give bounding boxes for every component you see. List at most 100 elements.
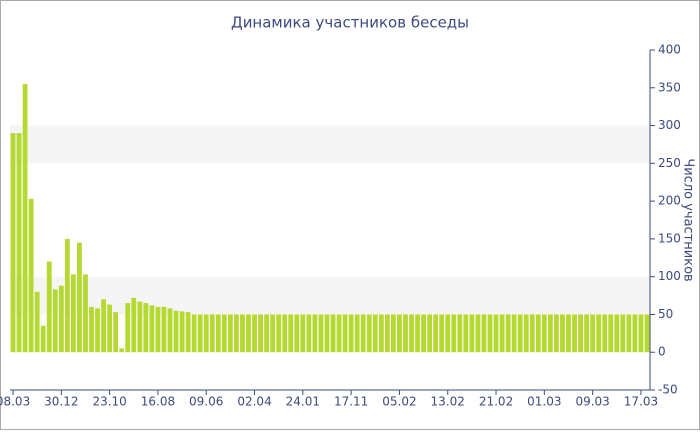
bar <box>566 314 571 353</box>
bar <box>270 314 276 353</box>
bar <box>638 314 644 353</box>
bar <box>209 314 215 353</box>
y-tick-label: -50 <box>658 383 678 397</box>
bar <box>415 314 420 353</box>
bar <box>318 314 324 353</box>
bar <box>439 314 445 353</box>
x-tick-label: 13.02 <box>431 395 465 409</box>
bar <box>535 314 541 353</box>
bar <box>113 312 119 353</box>
bar <box>336 314 342 353</box>
bar <box>602 314 608 353</box>
x-tick-label: 21.02 <box>479 395 513 409</box>
bar <box>560 314 565 353</box>
bar <box>161 306 167 353</box>
bar <box>493 314 499 353</box>
bar <box>203 314 209 353</box>
bar <box>143 303 149 353</box>
bar <box>517 314 523 353</box>
bar <box>149 305 155 353</box>
x-tick-label: 02.04 <box>237 395 271 409</box>
x-tick-label: 17.03 <box>624 395 658 409</box>
bar <box>608 314 614 353</box>
bar <box>578 314 583 353</box>
y-tick-label: 50 <box>658 307 673 321</box>
bar <box>529 314 535 353</box>
bar <box>252 314 257 353</box>
x-tick-label: 24.01 <box>286 395 320 409</box>
bar <box>354 314 360 353</box>
bar <box>155 306 161 353</box>
bar <box>137 301 143 353</box>
y-tick-label: 300 <box>658 118 681 132</box>
x-tick-label: 05.02 <box>382 395 416 409</box>
bar <box>77 242 82 353</box>
bar <box>390 314 396 353</box>
bar <box>366 314 372 353</box>
bar <box>10 133 16 353</box>
bar <box>547 314 553 353</box>
x-tick-label: 23.10 <box>92 395 126 409</box>
grid-band <box>10 125 650 164</box>
bar <box>28 198 34 353</box>
bar <box>101 299 106 353</box>
y-tick-label: 200 <box>658 194 681 208</box>
bar <box>421 314 426 353</box>
bar <box>572 314 577 353</box>
bar <box>40 325 46 353</box>
grid-band <box>10 276 650 315</box>
x-tick-label: 16.08 <box>141 395 175 409</box>
bar <box>644 314 650 353</box>
x-tick-label: 08.03 <box>0 395 30 409</box>
bar <box>463 314 469 353</box>
bar <box>95 308 100 353</box>
bar <box>221 314 227 353</box>
bar <box>264 314 270 353</box>
bar <box>457 314 463 353</box>
bar <box>469 314 475 353</box>
bar <box>167 308 173 353</box>
x-tick-label: 09.06 <box>189 395 223 409</box>
x-tick-label: 09.03 <box>575 395 609 409</box>
bar <box>191 314 197 353</box>
bar <box>294 314 300 353</box>
bar <box>596 314 602 353</box>
bar <box>384 314 390 353</box>
bar <box>330 314 336 353</box>
bar <box>427 314 433 353</box>
bar <box>306 314 312 353</box>
bar <box>58 285 64 353</box>
bar <box>258 314 263 353</box>
y-tick-label: 250 <box>658 156 681 170</box>
bar <box>197 314 203 353</box>
y-tick-label: 400 <box>658 43 681 57</box>
bar <box>342 314 348 353</box>
bar <box>46 261 52 353</box>
bar <box>475 314 481 353</box>
bar <box>324 314 330 353</box>
bar <box>70 274 76 353</box>
bar <box>511 314 517 353</box>
bar <box>52 289 58 353</box>
bar <box>378 314 384 353</box>
bar <box>282 314 288 353</box>
bar <box>125 303 131 353</box>
x-tick-label: 17.11 <box>334 395 368 409</box>
x-tick-label: 01.03 <box>527 395 561 409</box>
bar <box>227 314 233 353</box>
bar <box>246 314 251 353</box>
bar <box>433 314 439 353</box>
bar <box>397 314 402 353</box>
bar <box>541 314 547 353</box>
bar <box>487 314 493 353</box>
y-tick-label: 150 <box>658 231 681 245</box>
bar <box>505 314 511 353</box>
y-tick-label: 350 <box>658 80 681 94</box>
bar <box>64 238 70 353</box>
bar <box>16 133 22 353</box>
bar <box>22 84 28 353</box>
bar <box>632 314 638 353</box>
bar <box>445 314 451 353</box>
y-tick-label: 100 <box>658 269 681 283</box>
x-tick-label: 30.12 <box>44 395 78 409</box>
